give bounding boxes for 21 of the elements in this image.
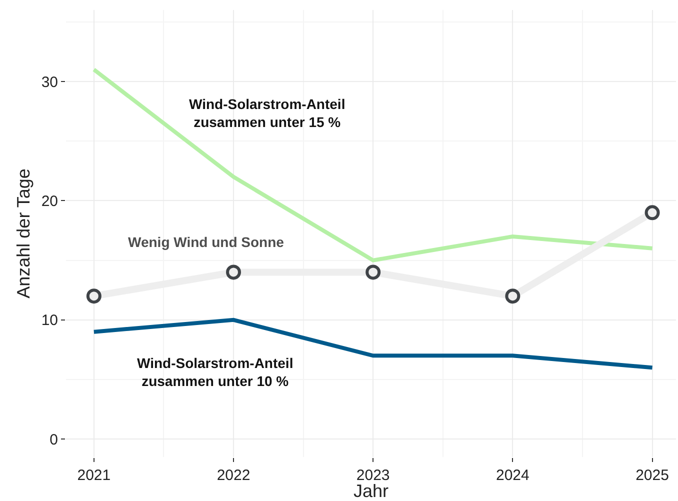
y-tick-label: 10 (41, 312, 58, 330)
y-tick-label: 0 (50, 431, 58, 448)
x-tick-label: 2025 (636, 467, 669, 484)
x-tick-label: 2021 (77, 467, 111, 484)
y-tick-label: 30 (41, 74, 58, 91)
point (366, 264, 381, 280)
point (644, 205, 660, 220)
x-tick-label: 2024 (496, 467, 530, 484)
line-series (92, 318, 654, 370)
annotation: Wind-Solarstrom-Anteil zusammen unter 10 % (137, 355, 294, 390)
point (86, 288, 102, 304)
annotation: Wind-Solarstrom-Anteil zusammen unter 15 % (189, 96, 346, 130)
point (505, 288, 520, 304)
x-tick-label: 2022 (216, 467, 250, 484)
line-series (92, 68, 654, 262)
y-tick-label: 20 (41, 192, 58, 210)
x-tick-label: 2023 (356, 467, 390, 484)
x-axis-title: Jahr (353, 481, 389, 501)
point (226, 264, 242, 280)
annotation: Wenig Wind und Sonne (128, 234, 284, 250)
y-axis-title: Anzahl der Tage (14, 168, 34, 298)
